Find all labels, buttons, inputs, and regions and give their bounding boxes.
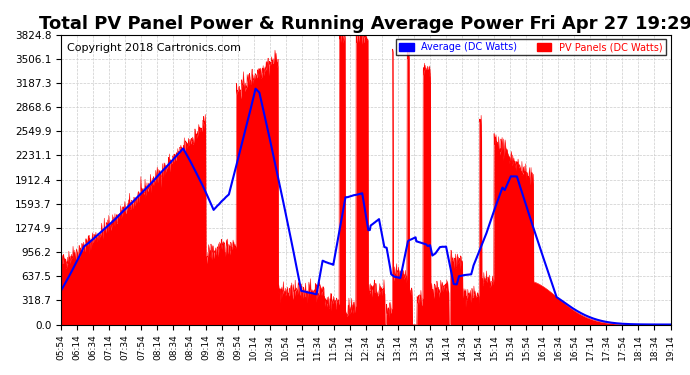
Legend: Average (DC Watts), PV Panels (DC Watts): Average (DC Watts), PV Panels (DC Watts) bbox=[396, 39, 666, 55]
Title: Total PV Panel Power & Running Average Power Fri Apr 27 19:29: Total PV Panel Power & Running Average P… bbox=[39, 15, 690, 33]
Text: Copyright 2018 Cartronics.com: Copyright 2018 Cartronics.com bbox=[68, 43, 242, 53]
